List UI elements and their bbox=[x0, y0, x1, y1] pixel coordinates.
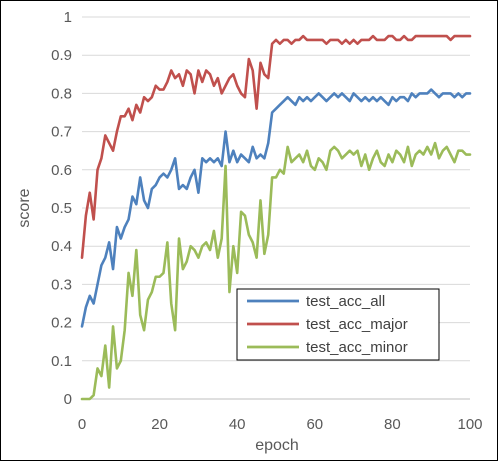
y-axis-title: score bbox=[16, 188, 33, 227]
legend: test_acc_all test_acc_major test_acc_minor bbox=[236, 288, 440, 361]
legend-label: test_acc_all bbox=[306, 293, 385, 310]
y-tick-label: 0 bbox=[64, 391, 72, 408]
y-tick-label: 0.2 bbox=[51, 315, 72, 332]
y-tick-label: 0.4 bbox=[51, 238, 72, 255]
x-tick-label: 80 bbox=[384, 416, 401, 433]
y-tick-label: 0.3 bbox=[51, 276, 72, 293]
y-tick-label: 0.6 bbox=[51, 162, 72, 179]
x-tick-label: 100 bbox=[457, 416, 482, 433]
y-tick-label: 0.8 bbox=[51, 85, 72, 102]
x-tick-label: 0 bbox=[78, 416, 86, 433]
x-tick-labels: 0 20 40 60 80 100 bbox=[78, 416, 483, 433]
series-line-test-acc-all bbox=[80, 88, 472, 328]
y-tick-label: 1 bbox=[64, 9, 72, 26]
x-axis-title: epoch bbox=[255, 437, 299, 454]
y-tick-label: 0.5 bbox=[51, 200, 72, 217]
y-tick-label: 0.1 bbox=[51, 353, 72, 370]
series-lines bbox=[80, 34, 472, 401]
series-line-test-acc-major bbox=[80, 34, 472, 259]
y-tick-label: 0.9 bbox=[51, 47, 72, 64]
x-tick-label: 20 bbox=[151, 416, 168, 433]
legend-label: test_acc_major bbox=[306, 316, 408, 333]
x-tick-label: 40 bbox=[229, 416, 246, 433]
x-tick-label: 60 bbox=[306, 416, 323, 433]
y-tick-labels: 0 0.1 0.2 0.3 0.4 0.5 0.6 0.7 0.8 0.9 1 bbox=[51, 9, 72, 408]
series-line-test-acc-minor bbox=[80, 141, 472, 401]
y-tick-label: 0.7 bbox=[51, 124, 72, 141]
legend-label: test_acc_minor bbox=[306, 339, 408, 356]
